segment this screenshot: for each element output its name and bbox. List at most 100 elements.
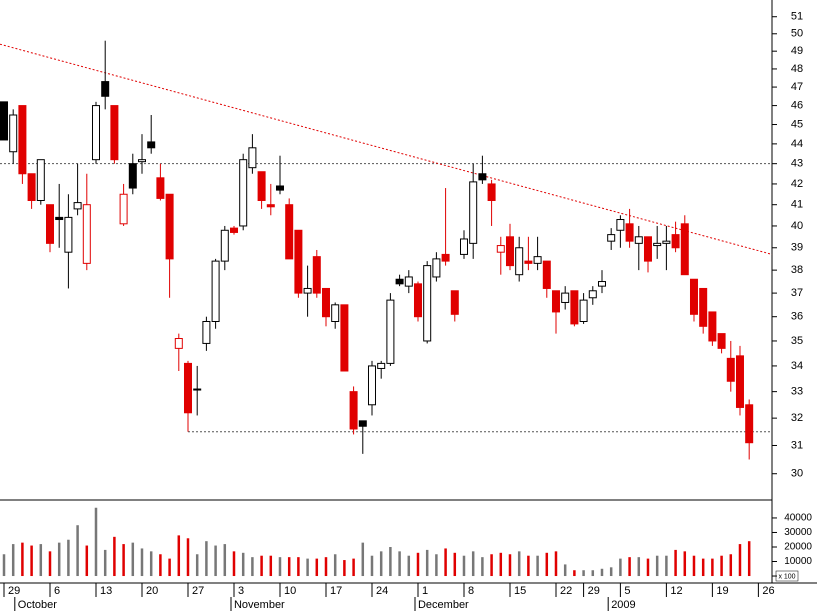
y-tick-label: 38 bbox=[791, 264, 803, 276]
y-tick-label: 37 bbox=[791, 287, 803, 299]
y-tick-label: 41 bbox=[791, 199, 803, 211]
volume-tick-label: 30000 bbox=[784, 527, 812, 538]
candle-body bbox=[73, 202, 82, 210]
y-tick-label: 33 bbox=[791, 386, 803, 398]
candle-body bbox=[634, 236, 643, 244]
x-tick-label: 5 bbox=[624, 585, 630, 597]
candle-body bbox=[395, 278, 404, 285]
candle-body bbox=[708, 311, 717, 342]
candle-body bbox=[55, 216, 64, 221]
candle-body bbox=[423, 265, 432, 342]
volume-tick-label: 10000 bbox=[784, 556, 812, 567]
x-tick-label: 19 bbox=[716, 585, 728, 597]
y-tick-label: 31 bbox=[791, 439, 803, 451]
x-tick-label: 6 bbox=[54, 585, 60, 597]
candle-body bbox=[386, 299, 395, 364]
candle-body bbox=[432, 258, 441, 278]
candle-body bbox=[340, 304, 349, 372]
candle-body bbox=[551, 290, 560, 313]
y-tick-label: 32 bbox=[791, 412, 803, 424]
candle-body bbox=[625, 223, 634, 242]
y-tick-label: 30 bbox=[791, 468, 803, 480]
month-label: October bbox=[18, 599, 57, 611]
candle-body bbox=[193, 388, 202, 391]
candle-body bbox=[671, 234, 680, 249]
candle-body bbox=[515, 247, 524, 276]
month-label: 2009 bbox=[611, 599, 635, 611]
candle-body bbox=[82, 204, 91, 264]
candle-body bbox=[745, 404, 754, 444]
candle-body bbox=[285, 204, 294, 260]
candle-body bbox=[579, 299, 588, 322]
y-tick-label: 42 bbox=[791, 178, 803, 190]
x-tick-label: 13 bbox=[100, 585, 112, 597]
candle-body bbox=[321, 287, 330, 318]
x-tick-label: 29 bbox=[588, 585, 600, 597]
candle-body bbox=[211, 260, 220, 322]
candle-body bbox=[275, 185, 284, 191]
candle-body bbox=[156, 177, 165, 199]
candle-body bbox=[128, 163, 137, 189]
candle-body bbox=[505, 236, 514, 267]
x-tick-label: 26 bbox=[762, 585, 774, 597]
y-tick-label: 44 bbox=[791, 138, 803, 150]
y-tick-label: 43 bbox=[791, 158, 803, 170]
volume-tick-label: 40000 bbox=[784, 513, 812, 524]
candle-body bbox=[46, 204, 55, 244]
candle-body bbox=[653, 242, 662, 247]
month-label: December bbox=[418, 599, 469, 611]
x-tick-label: 29 bbox=[8, 585, 20, 597]
candle-body bbox=[524, 260, 533, 264]
y-tick-label: 45 bbox=[791, 118, 803, 130]
x-tick-label: 17 bbox=[330, 585, 342, 597]
x-tick-label: 15 bbox=[514, 585, 526, 597]
x-tick-label: 27 bbox=[192, 585, 204, 597]
candle-body bbox=[404, 276, 413, 287]
y-tick-label: 47 bbox=[791, 81, 803, 93]
candle-body bbox=[165, 193, 174, 260]
y-tick-label: 35 bbox=[791, 335, 803, 347]
candle-body bbox=[257, 171, 266, 202]
candle-body bbox=[413, 283, 422, 318]
candle-body bbox=[64, 216, 73, 253]
candle-body bbox=[542, 260, 551, 289]
x-tick-label: 10 bbox=[284, 585, 296, 597]
candle-body bbox=[303, 287, 312, 294]
candle-body bbox=[699, 287, 708, 327]
candle-body bbox=[478, 173, 487, 181]
candle-body bbox=[607, 234, 616, 242]
candle-body bbox=[469, 181, 478, 244]
candle-body bbox=[91, 105, 100, 161]
candle-body bbox=[377, 362, 386, 369]
candle-body bbox=[147, 141, 156, 149]
candle-body bbox=[9, 114, 18, 153]
candle-body bbox=[220, 229, 229, 262]
candle-body bbox=[726, 357, 735, 382]
candle-body bbox=[18, 105, 27, 175]
x-tick-label: 20 bbox=[146, 585, 158, 597]
y-tick-label: 51 bbox=[791, 11, 803, 23]
x-tick-label: 8 bbox=[468, 585, 474, 597]
candle-body bbox=[735, 355, 744, 408]
volume-tick-label: 20000 bbox=[784, 542, 812, 553]
candle-body bbox=[27, 173, 36, 202]
y-tick-label: 34 bbox=[791, 360, 803, 372]
x-tick-label: 24 bbox=[376, 585, 388, 597]
candle-body bbox=[36, 159, 45, 202]
candle-body bbox=[183, 362, 192, 414]
y-tick-label: 50 bbox=[791, 28, 803, 40]
candle-body bbox=[680, 223, 689, 276]
candle-body bbox=[588, 290, 597, 299]
candle-body bbox=[358, 420, 367, 427]
candle-body bbox=[367, 365, 376, 406]
candle-body bbox=[0, 101, 9, 141]
candle-body bbox=[643, 236, 652, 262]
candle-body bbox=[174, 338, 183, 349]
candle-body bbox=[459, 238, 468, 255]
y-tick-label: 36 bbox=[791, 311, 803, 323]
candle-body bbox=[662, 240, 671, 244]
candle-body bbox=[229, 227, 238, 233]
candle-body bbox=[239, 159, 248, 227]
candle-body bbox=[570, 290, 579, 325]
